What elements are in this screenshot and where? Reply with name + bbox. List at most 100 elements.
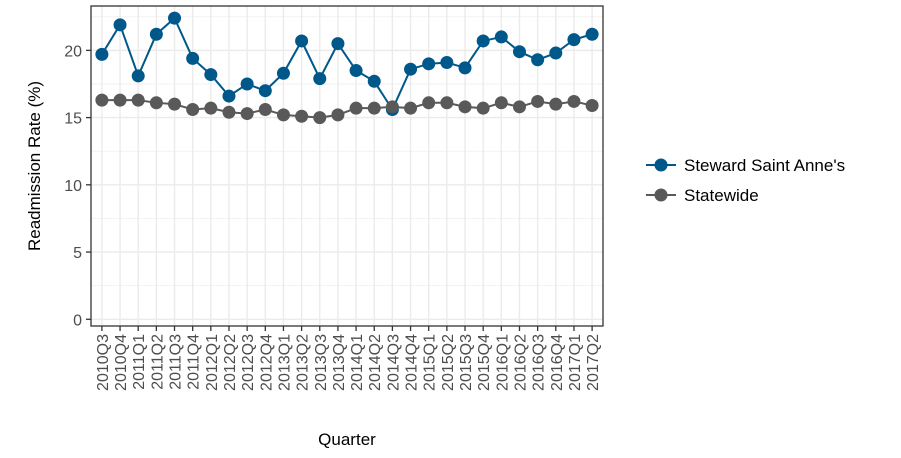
data-point-1-10 [276,108,290,122]
data-point-0-15 [367,74,381,88]
data-point-0-11 [295,34,309,48]
x-tick-label: 2010Q4 [113,334,130,391]
data-point-0-9 [258,84,272,98]
data-point-1-19 [440,96,454,110]
x-tick-label: 2015Q2 [440,334,457,391]
x-tick-label: 2014Q1 [349,334,366,391]
data-point-0-6 [204,68,218,82]
x-tick-label: 2012Q4 [258,334,275,391]
data-point-1-27 [585,98,599,112]
x-axis-title: Quarter [318,430,376,449]
data-point-0-23 [512,45,526,59]
x-tick-label: 2011Q4 [186,334,203,390]
series-line-1 [101,99,593,119]
data-point-1-25 [549,97,563,111]
x-tick-label: 2013Q3 [313,334,330,391]
y-tick-label: 20 [64,43,82,60]
data-point-1-5 [186,103,200,117]
data-point-1-12 [313,111,327,125]
data-point-1-7 [222,105,236,119]
legend-label-steward: Steward Saint Anne's [684,156,845,175]
x-tick-label: 2013Q4 [331,334,348,391]
x-tick-label: 2014Q4 [404,334,421,391]
data-point-1-0 [95,93,109,107]
data-point-0-22 [494,30,508,44]
series-line-0 [101,16,593,112]
x-tick-label: 2011Q3 [168,334,185,390]
plot-panel-border [90,5,604,327]
data-point-0-27 [585,27,599,41]
data-point-0-25 [549,46,563,60]
x-tick-label: 2012Q2 [222,334,239,391]
data-point-1-2 [131,93,145,107]
grid-layer [91,6,603,326]
legend-key-marker-statewide [654,188,668,202]
legend-item-steward: Steward Saint Anne's [646,156,845,175]
x-tick-label: 2013Q2 [295,334,312,391]
y-tick-label: 0 [73,312,82,329]
data-point-1-16 [385,100,399,114]
data-point-0-19 [440,55,454,69]
x-tick-label: 2016Q2 [512,334,529,391]
data-point-0-20 [458,61,472,75]
data-point-1-17 [404,101,418,115]
x-tick-label: 2011Q1 [131,334,148,390]
x-tick-label: 2017Q2 [585,334,602,391]
data-point-0-8 [240,77,254,91]
x-tick-label: 2014Q3 [385,334,402,391]
data-point-1-8 [240,107,254,121]
data-point-0-7 [222,89,236,103]
data-point-1-26 [567,94,581,108]
data-point-1-23 [512,100,526,114]
data-point-1-6 [204,101,218,115]
x-tick-label: 2013Q1 [276,334,293,391]
y-tick-label: 15 [64,111,82,128]
x-tick-label: 2011Q2 [149,334,166,390]
x-tick-label: 2016Q3 [531,334,548,391]
data-point-0-26 [567,33,581,47]
data-point-1-18 [422,96,436,110]
data-point-0-0 [95,47,109,61]
series-layer [95,11,599,125]
data-point-0-1 [113,18,127,32]
x-tick-label: 2016Q4 [549,334,566,391]
data-point-1-15 [367,101,381,115]
data-point-1-21 [476,101,490,115]
x-tick-label: 2014Q2 [367,334,384,391]
x-tick-label: 2012Q1 [204,334,221,391]
data-point-0-18 [422,57,436,71]
data-point-1-14 [349,101,363,115]
y-tick-label: 10 [64,178,82,195]
x-tick-label: 2015Q1 [422,334,439,391]
data-point-0-17 [404,62,418,76]
y-axis-title: Readmission Rate (%) [25,81,44,251]
data-point-1-9 [258,103,272,117]
data-point-1-3 [149,96,163,110]
data-point-1-1 [113,93,127,107]
data-point-1-11 [295,109,309,123]
legend-key-marker-steward [654,158,668,172]
data-point-1-4 [168,97,182,111]
x-tick-label: 2015Q4 [476,334,493,391]
data-point-1-13 [331,108,345,122]
legend-label-statewide: Statewide [684,186,759,205]
data-point-0-10 [276,66,290,80]
data-point-0-14 [349,64,363,78]
data-point-0-12 [313,72,327,86]
data-point-1-22 [494,96,508,110]
data-point-1-24 [531,94,545,108]
data-point-0-3 [149,27,163,41]
x-tick-label: 2010Q3 [95,334,112,391]
x-tick-label: 2016Q1 [494,334,511,391]
data-point-0-24 [531,53,545,67]
data-point-0-4 [168,11,182,25]
x-tick-label: 2015Q3 [458,334,475,391]
data-point-0-2 [131,69,145,83]
y-tick-label: 5 [73,245,82,262]
data-point-0-13 [331,37,345,51]
legend: Steward Saint Anne's Statewide [646,156,845,205]
data-point-1-20 [458,100,472,114]
